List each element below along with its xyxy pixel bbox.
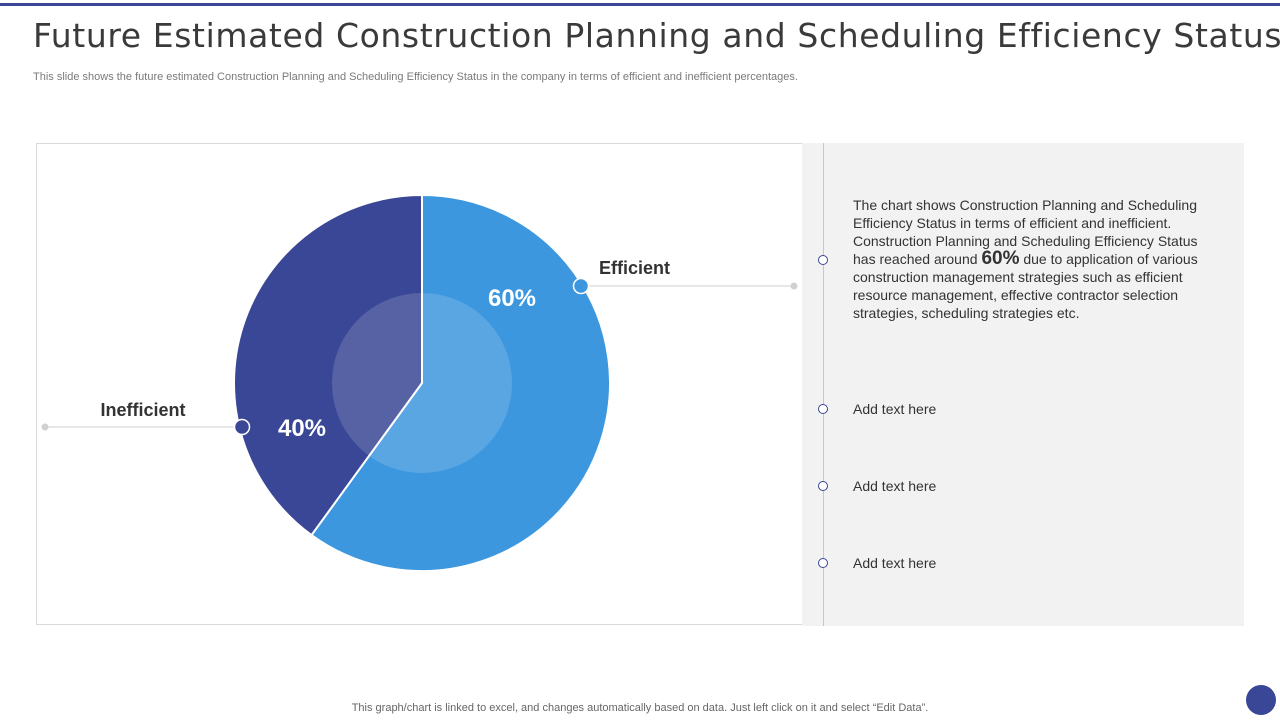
corner-decoration bbox=[1246, 685, 1276, 715]
page-subtitle: This slide shows the future estimated Co… bbox=[33, 71, 798, 83]
inefficient-label: Inefficient bbox=[100, 400, 185, 420]
timeline-line bbox=[823, 143, 824, 626]
efficient-label: Efficient bbox=[599, 258, 670, 278]
timeline-dot-3 bbox=[818, 481, 828, 491]
inefficient-marker-dot bbox=[233, 418, 251, 436]
timeline-dot-2 bbox=[818, 404, 828, 414]
pie-chart[interactable]: Efficient 60% Inefficient 40% bbox=[36, 143, 806, 625]
footer-note: This graph/chart is linked to excel, and… bbox=[351, 702, 929, 714]
pie-inner-highlight bbox=[332, 293, 512, 473]
info-highlight-value: 60% bbox=[981, 248, 1020, 269]
top-accent-rule bbox=[0, 3, 1280, 6]
info-main-text: The chart shows Construction Planning an… bbox=[853, 196, 1223, 322]
info-main-text-end: due to application of various constructi… bbox=[853, 251, 1198, 321]
info-main-text-start: The chart shows Construction Planning an… bbox=[853, 197, 1198, 267]
timeline-dot-1 bbox=[818, 255, 828, 265]
page-title: Future Estimated Construction Planning a… bbox=[33, 16, 1280, 55]
efficient-leader-end-dot bbox=[790, 282, 798, 290]
info-panel bbox=[802, 143, 1244, 626]
pie-slice-efficient[interactable] bbox=[310, 193, 611, 572]
inefficient-percent-label: 40% bbox=[278, 415, 326, 442]
inefficient-leader-end-dot bbox=[41, 423, 49, 431]
efficient-percent-label: 60% bbox=[488, 285, 536, 312]
info-item-3[interactable]: Add text here bbox=[853, 555, 937, 571]
efficient-marker-dot bbox=[572, 277, 590, 295]
info-item-2[interactable]: Add text here bbox=[853, 478, 937, 494]
pie-slice-inefficient[interactable] bbox=[233, 193, 423, 537]
info-item-1[interactable]: Add text here bbox=[853, 401, 937, 417]
timeline-dot-4 bbox=[818, 558, 828, 568]
